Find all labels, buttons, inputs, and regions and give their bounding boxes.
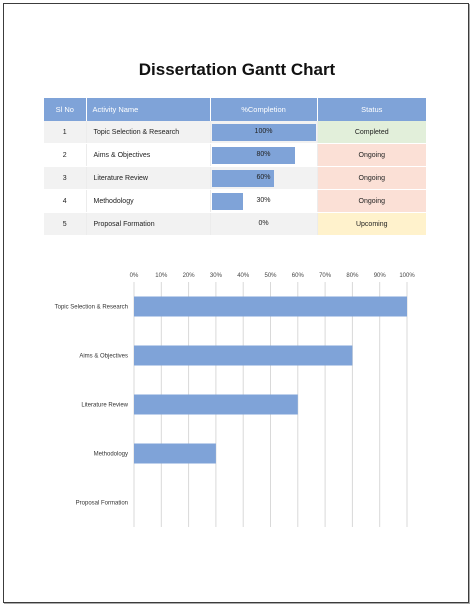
x-tick-label: 90%	[374, 273, 387, 279]
cell-sl-no: 1	[44, 121, 87, 144]
completion-value: 100%	[254, 128, 273, 135]
x-tick-label: 0%	[130, 273, 139, 279]
y-category-label: Topic Selection & Research	[55, 305, 128, 311]
table-row: 4 Methodology 30% Ongoing	[44, 189, 426, 213]
y-category-label: Aims & Objectives	[79, 354, 128, 360]
cell-completion: 100%	[210, 121, 318, 144]
cell-sl-no: 4	[44, 189, 87, 213]
cell-activity-name: Topic Selection & Research	[86, 121, 211, 144]
x-tick-label: 70%	[319, 273, 332, 279]
completion-data-bar	[211, 193, 243, 210]
cell-activity-name: Methodology	[86, 189, 211, 213]
header-completion: %Completion	[210, 98, 318, 121]
cell-completion: 60%	[210, 166, 318, 190]
cell-status: Ongoing	[317, 143, 426, 167]
table-row: 2 Aims & Objectives 80% Ongoing	[44, 143, 426, 167]
cell-activity-name: Proposal Formation	[86, 212, 211, 236]
x-tick-label: 20%	[183, 273, 196, 279]
completion-data-bar	[211, 170, 274, 187]
x-tick-label: 60%	[292, 273, 305, 279]
table-header-row: Sl No Activity Name %Completion Status	[44, 98, 426, 121]
x-tick-label: 80%	[346, 273, 359, 279]
cell-sl-no: 2	[44, 143, 87, 167]
cell-status: Completed	[317, 121, 426, 144]
cell-completion: 30%	[210, 189, 318, 213]
completion-data-bar	[211, 124, 316, 141]
header-status: Status	[317, 98, 426, 121]
y-category-label: Literature Review	[81, 403, 128, 409]
y-category-label: Methodology	[94, 452, 128, 458]
cell-status: Upcoming	[317, 212, 426, 236]
x-tick-label: 50%	[264, 273, 277, 279]
completion-data-bar	[211, 147, 295, 164]
cell-completion: 0%	[210, 212, 318, 236]
progress-table: Sl No Activity Name %Completion Status 1…	[44, 98, 426, 236]
chart-bar	[134, 394, 298, 415]
gantt-chart: 0% 10% 20% 30% 40% 50% 60% 70% 80% 90% 100% Topic S…	[55, 273, 415, 527]
completion-value: 80%	[256, 151, 271, 158]
y-category-label: Proposal Formation	[76, 501, 128, 507]
cell-completion: 80%	[210, 143, 318, 167]
cell-activity-name: Literature Review	[86, 166, 211, 190]
x-tick-label: 40%	[237, 273, 250, 279]
x-tick-label: 30%	[210, 273, 223, 279]
cell-activity-name: Aims & Objectives	[86, 143, 211, 167]
cell-status: Ongoing	[317, 189, 426, 213]
header-activity-name: Activity Name	[86, 98, 211, 121]
x-tick-label: 100%	[399, 273, 415, 279]
header-sl-no: Sl No	[44, 98, 87, 121]
x-tick-label: 10%	[155, 273, 168, 279]
chart-bar	[134, 296, 407, 317]
completion-value: 0%	[258, 220, 269, 227]
table-row: 3 Literature Review 60% Ongoing	[44, 166, 426, 190]
completion-value: 30%	[256, 197, 271, 204]
page-title: Dissertation Gantt Chart	[138, 60, 336, 79]
completion-value: 60%	[256, 174, 271, 181]
cell-sl-no: 5	[44, 212, 87, 236]
cell-status: Ongoing	[317, 166, 426, 190]
chart-bar	[134, 345, 353, 366]
table-row: 1 Topic Selection & Research 100% Completed	[44, 121, 426, 144]
chart-bar	[134, 443, 216, 464]
cell-sl-no: 3	[44, 166, 87, 190]
table-row: 5 Proposal Formation 0% Upcoming	[44, 212, 426, 236]
